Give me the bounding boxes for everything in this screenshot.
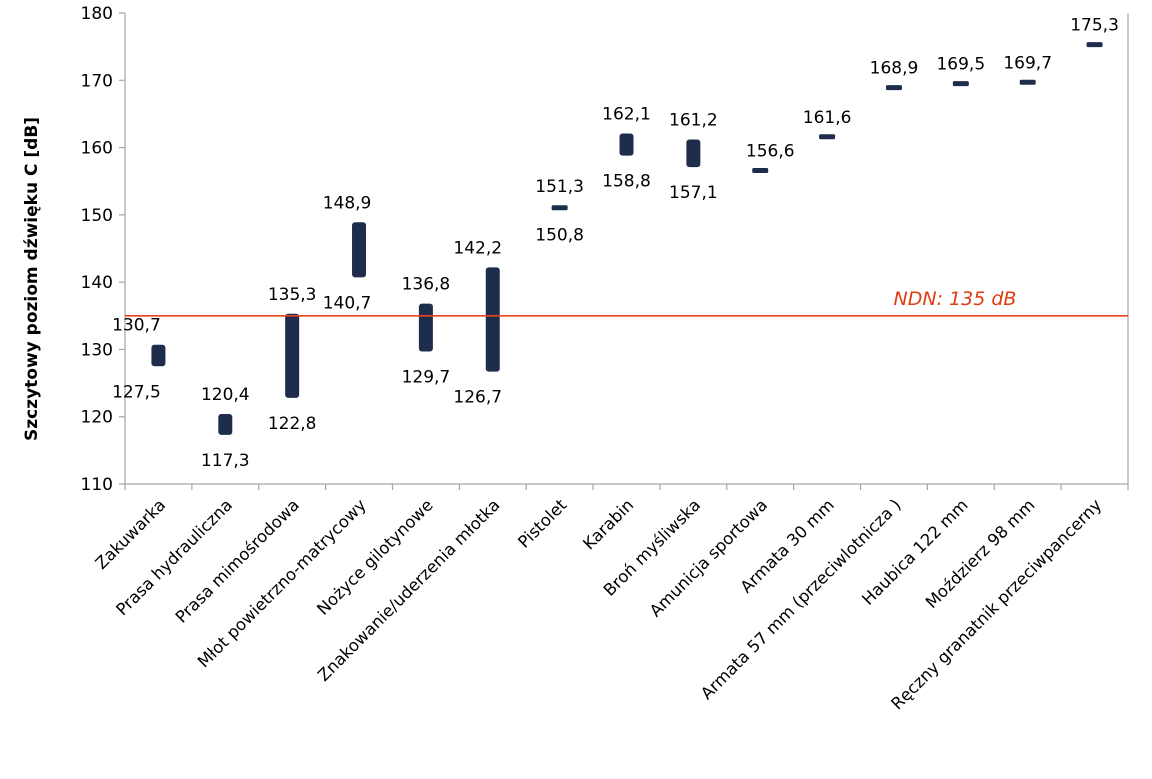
value-label-high: 120,4 [201, 385, 250, 405]
value-label-high: 162,1 [602, 104, 651, 124]
value-label-high: 135,3 [268, 285, 317, 305]
value-label-high: 148,9 [323, 193, 372, 213]
value-label-low: 157,1 [669, 183, 718, 203]
range-bar [418, 303, 433, 352]
value-label-high: 169,5 [936, 55, 985, 75]
x-tick-label: Nożyce gilotynowe [313, 495, 436, 618]
range-bar [151, 344, 166, 367]
value-label-high: 175,3 [1070, 16, 1119, 36]
x-tick-label: Karabin [579, 495, 637, 553]
y-tick-label: 180 [81, 4, 113, 24]
range-bar [352, 222, 367, 278]
value-label-high: 156,6 [746, 141, 795, 161]
range-bar [485, 267, 500, 372]
y-tick-label: 140 [81, 273, 113, 293]
range-bar [551, 205, 568, 211]
x-tick-label: Pistolet [514, 495, 571, 552]
y-tick-label: 170 [81, 71, 113, 91]
range-bar [1086, 42, 1103, 48]
y-tick-label: 160 [81, 139, 113, 159]
x-tick-label: Prasa hydrauliczna [112, 495, 236, 619]
range-bar [218, 414, 233, 435]
value-label-high: 169,7 [1003, 53, 1052, 73]
x-tick-label: Prasa mimośrodowa [172, 495, 303, 626]
range-bar [885, 85, 902, 91]
value-label-low: 122,8 [268, 414, 317, 434]
value-label-high: 161,6 [803, 108, 852, 128]
value-label-high: 161,2 [669, 110, 718, 130]
y-axis-title: Szczytowy poziom dźwięku C [dB] [22, 117, 42, 441]
value-label-high: 151,3 [535, 177, 584, 197]
reference-line-label: NDN: 135 dB [894, 288, 1017, 310]
y-tick-label: 130 [81, 340, 113, 360]
value-label-high: 168,9 [870, 59, 919, 79]
value-label-high: 130,7 [112, 316, 161, 336]
y-tick-label: 120 [81, 408, 113, 428]
range-bar [752, 167, 769, 173]
value-label-low: 150,8 [535, 225, 584, 245]
value-label-high: 142,2 [453, 238, 502, 258]
value-label-low: 117,3 [201, 451, 250, 471]
range-bar [619, 133, 634, 156]
range-bar [952, 81, 969, 87]
value-label-low: 126,7 [453, 388, 502, 408]
range-bar [1019, 79, 1036, 85]
value-label-low: 158,8 [602, 172, 651, 192]
range-bar [285, 313, 300, 398]
value-label-high: 136,8 [402, 275, 451, 295]
range-bar [819, 134, 836, 140]
value-label-low: 140,7 [323, 293, 372, 313]
range-bars [151, 42, 1103, 435]
y-tick-label: 110 [81, 475, 113, 495]
range-bar [686, 139, 701, 168]
value-label-low: 129,7 [402, 367, 451, 387]
value-label-low: 127,5 [112, 382, 161, 402]
y-axis: 110 120 130 140 150 160 170 180 [81, 4, 126, 495]
reference-line-group: NDN: 135 dB [125, 288, 1128, 317]
y-tick-label: 150 [81, 206, 113, 226]
x-tick-label: Amunicja sportowa [646, 495, 771, 620]
